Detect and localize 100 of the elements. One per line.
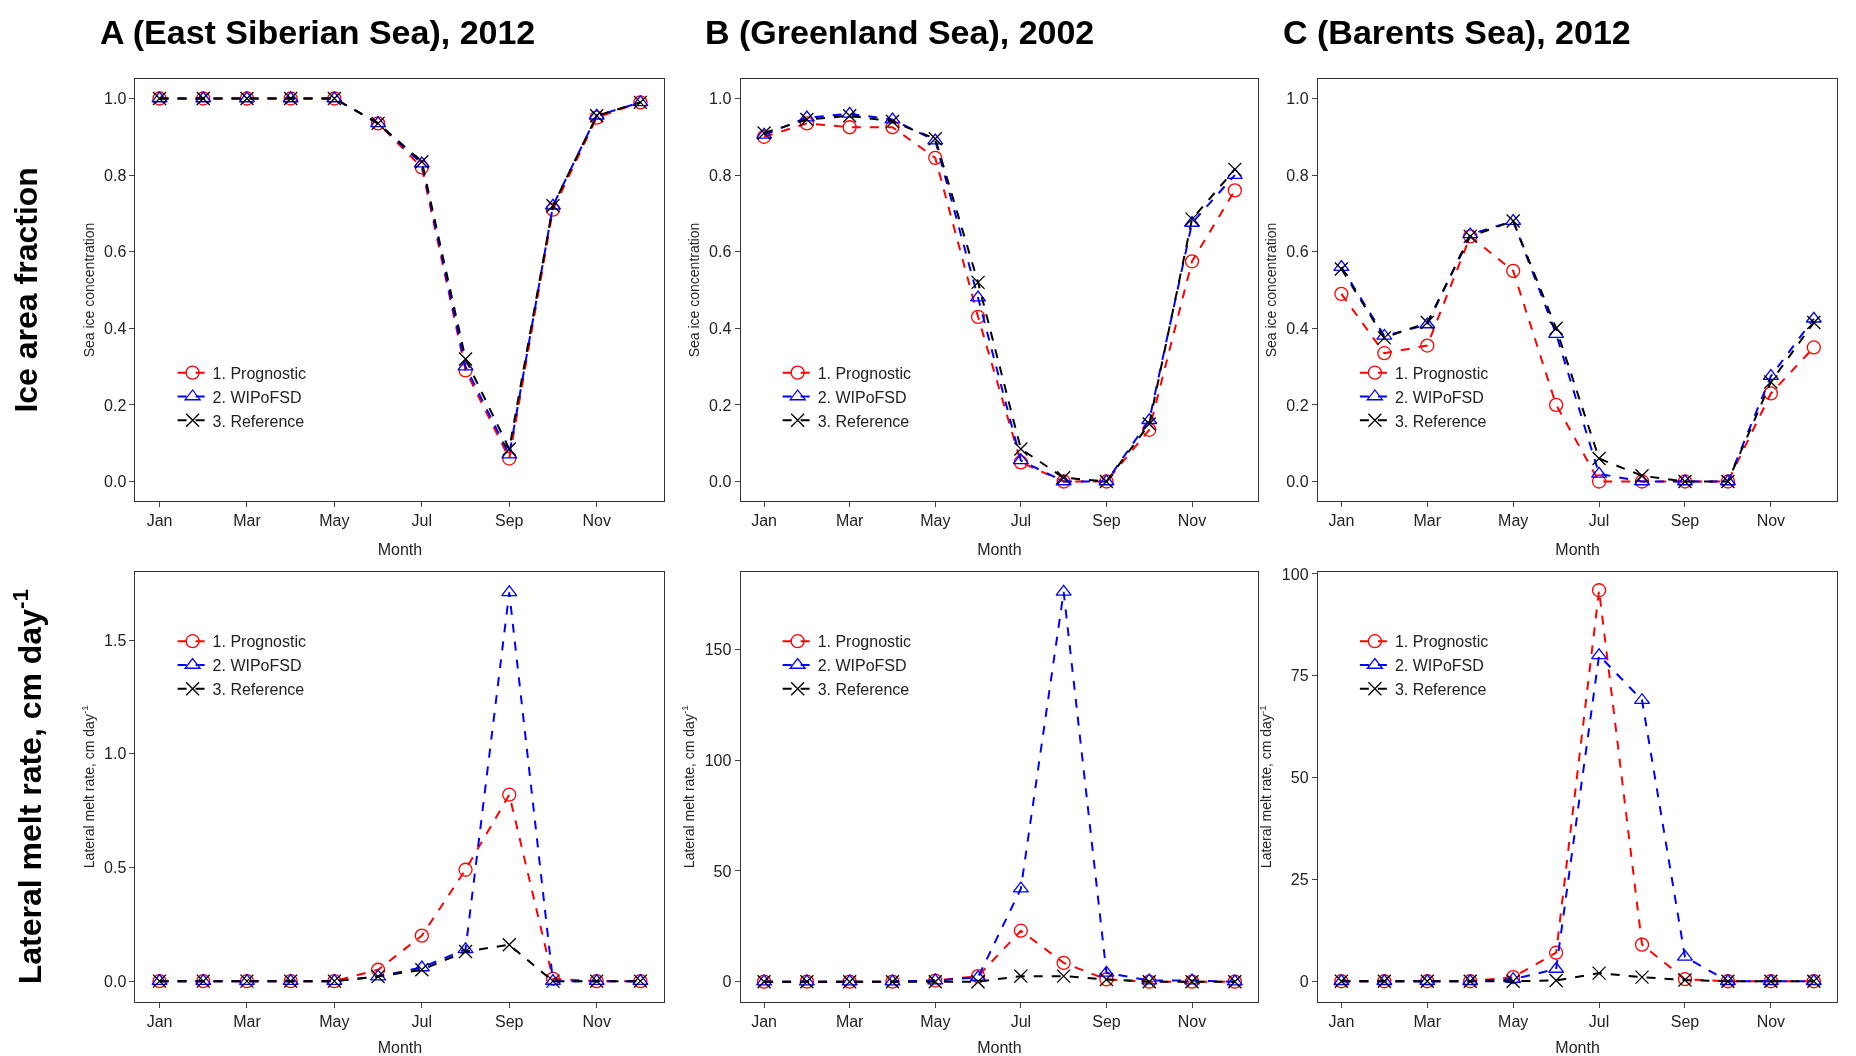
point bbox=[1013, 441, 1028, 457]
point bbox=[458, 862, 473, 877]
legend-label: 2. WIPoFSD bbox=[817, 388, 907, 406]
y-tick-label: 1.0 bbox=[1286, 90, 1309, 108]
point bbox=[1548, 321, 1564, 336]
point bbox=[1634, 937, 1650, 952]
legend-label: 3. Reference bbox=[1394, 412, 1487, 430]
y-axis-title: Sea ice concentration bbox=[80, 222, 97, 358]
x-axis-title: Month bbox=[1555, 1039, 1600, 1056]
point bbox=[457, 359, 474, 371]
point bbox=[1591, 474, 1607, 489]
point bbox=[458, 351, 473, 367]
point bbox=[413, 960, 430, 972]
point bbox=[1420, 338, 1435, 353]
y-tick-label: 1.5 bbox=[104, 631, 127, 649]
point bbox=[1591, 583, 1607, 598]
point bbox=[1548, 397, 1564, 413]
legend-label: 2. WIPoFSD bbox=[212, 657, 302, 675]
y-tick-label: 0.0 bbox=[1286, 473, 1309, 491]
x-axis-title: Month bbox=[1555, 540, 1600, 558]
x-tick-label: Sep bbox=[495, 511, 524, 529]
point bbox=[1377, 330, 1392, 346]
legend-label: 2. WIPoFSD bbox=[1394, 388, 1484, 406]
x-tick-label: Mar bbox=[1413, 1012, 1442, 1030]
point bbox=[970, 309, 986, 324]
point bbox=[414, 962, 429, 977]
x-tick-label: Mar bbox=[835, 1012, 865, 1030]
point bbox=[1506, 263, 1521, 278]
y-tick-label: 100 bbox=[704, 751, 732, 769]
x-tick-label: Jan bbox=[146, 1012, 173, 1030]
y-tick-label: 0.4 bbox=[104, 319, 127, 337]
x-tick-label: Nov bbox=[1756, 1012, 1786, 1030]
x-tick-label: Nov bbox=[582, 1012, 611, 1030]
point bbox=[842, 108, 857, 123]
point bbox=[370, 962, 386, 977]
y-tick-label: 0.0 bbox=[104, 473, 127, 491]
point bbox=[501, 585, 518, 597]
x-tick-label: Nov bbox=[1177, 511, 1207, 529]
legend-label: 2. WIPoFSD bbox=[817, 657, 907, 675]
point bbox=[1055, 584, 1072, 596]
legend-label: 2. WIPoFSD bbox=[1394, 657, 1484, 675]
y-tick-label: 0.2 bbox=[709, 396, 732, 414]
text: Ice area fraction bbox=[7, 167, 44, 413]
y-tick-label: 0 bbox=[722, 973, 732, 991]
y-tick-label: 0.8 bbox=[1286, 166, 1309, 184]
point bbox=[884, 112, 901, 124]
chart-title: B (Greenland Sea), 2002 bbox=[705, 13, 1095, 51]
y-tick-label: 0.8 bbox=[709, 166, 732, 184]
point bbox=[1013, 455, 1028, 470]
point bbox=[1184, 254, 1200, 269]
y-tick-label: 50 bbox=[1290, 769, 1309, 787]
point bbox=[1634, 468, 1650, 483]
point bbox=[1763, 374, 1779, 390]
x-tick-label: Jan bbox=[1328, 1012, 1355, 1030]
legend-label: 1. Prognostic bbox=[212, 633, 306, 651]
x-tick-label: Sep bbox=[1670, 1012, 1700, 1030]
chart-title: A (East Siberian Sea), 2012 bbox=[100, 13, 536, 51]
legend-label: 1. Prognostic bbox=[817, 633, 912, 651]
point bbox=[1806, 340, 1821, 355]
point bbox=[502, 441, 517, 457]
point bbox=[414, 928, 429, 943]
point bbox=[1634, 970, 1650, 985]
x-tick-label: Jan bbox=[1328, 511, 1355, 529]
x-tick-label: May bbox=[920, 1012, 951, 1030]
point bbox=[1505, 213, 1522, 225]
point bbox=[1056, 955, 1071, 970]
y-axis-title: Sea ice concentration bbox=[1262, 222, 1279, 358]
legend-label: 3. Reference bbox=[817, 681, 910, 699]
point bbox=[1806, 315, 1821, 330]
point bbox=[842, 120, 857, 135]
x-tick-label: Nov bbox=[1177, 1012, 1207, 1030]
y-tick-label: 0 bbox=[1299, 972, 1309, 990]
y-tick-label: 0.0 bbox=[709, 473, 732, 491]
point bbox=[502, 787, 517, 802]
legend-label: 1. Prognostic bbox=[212, 364, 306, 382]
legend-label: 1. Prognostic bbox=[1394, 633, 1489, 651]
point bbox=[1334, 286, 1349, 301]
x-tick-label: May bbox=[319, 1012, 350, 1030]
y-tick-label: 150 bbox=[704, 641, 732, 659]
y-tick-label: 0.4 bbox=[709, 319, 732, 337]
x-tick-label: Jul bbox=[1010, 1012, 1032, 1030]
x-tick-label: May bbox=[319, 511, 350, 529]
point bbox=[1227, 183, 1242, 198]
point bbox=[885, 120, 900, 135]
point bbox=[799, 112, 815, 127]
x-tick-label: Mar bbox=[233, 1012, 262, 1030]
legend-label: 3. Reference bbox=[212, 681, 305, 699]
y-tick-label: 1.0 bbox=[709, 90, 732, 108]
y-tick-label: 1.0 bbox=[104, 90, 127, 108]
legend-label: 3. Reference bbox=[1394, 681, 1487, 699]
point bbox=[458, 944, 473, 959]
point bbox=[1334, 261, 1349, 277]
x-tick-label: May bbox=[1498, 511, 1529, 529]
y-tick-label: 0.8 bbox=[104, 166, 127, 184]
legend-label: 1. Prognostic bbox=[817, 364, 912, 382]
point bbox=[970, 974, 986, 989]
x-tick-label: Sep bbox=[1092, 1012, 1121, 1030]
x-tick-label: Sep bbox=[1092, 511, 1121, 529]
point bbox=[1591, 965, 1607, 981]
x-tick-label: Nov bbox=[582, 511, 611, 529]
